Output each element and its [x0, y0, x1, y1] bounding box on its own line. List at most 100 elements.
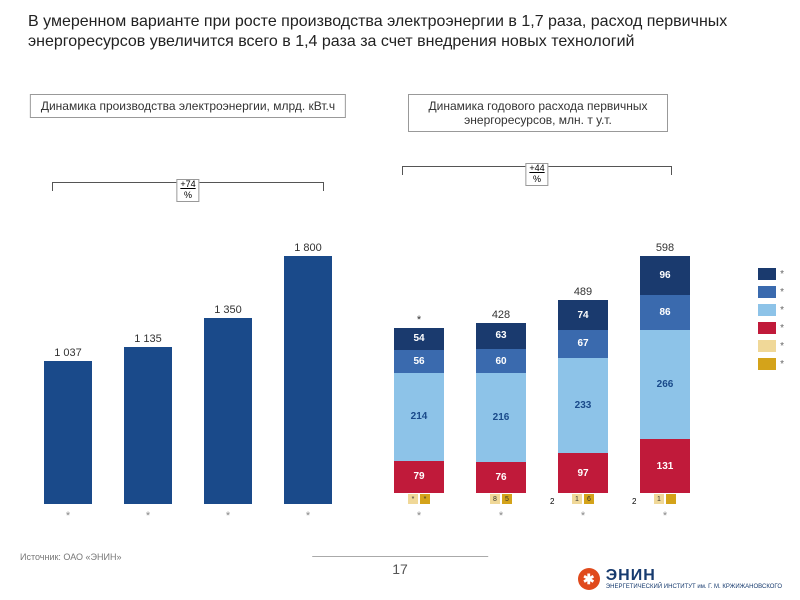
legend-item: *	[758, 304, 784, 316]
logo-text: ЭНИН ЭНЕРГЕТИЧЕСКИЙ ИНСТИТУТ им. Г. М. К…	[606, 568, 782, 590]
right-xticks: * * * *	[378, 510, 706, 522]
stack-segment: 131	[640, 439, 690, 493]
legend-swatch	[758, 304, 776, 316]
logo: ✱ ЭНИН ЭНЕРГЕТИЧЕСКИЙ ИНСТИТУТ им. Г. М.…	[578, 568, 782, 590]
legend-label: *	[780, 305, 784, 316]
logo-mark-icon: ✱	[578, 568, 600, 590]
bar-column: 1 350	[204, 304, 252, 504]
stack-total-label: 428	[492, 309, 510, 321]
left-xticks: * * * *	[28, 510, 348, 522]
stack-segment: 214	[394, 373, 444, 461]
legend-item: *	[758, 286, 784, 298]
stack-segment: 67	[558, 330, 608, 357]
stacked-bar: 636021676	[476, 323, 526, 493]
stack-segment: 97	[558, 453, 608, 493]
small-cubes: **	[408, 494, 430, 504]
small-cubes: 85	[490, 494, 512, 504]
left-bracket: +74%	[52, 182, 324, 200]
legend-swatch	[758, 340, 776, 352]
small-cubes: 16	[572, 494, 594, 504]
small-cubes: 1	[654, 494, 676, 504]
bar	[44, 361, 92, 504]
small-cube: 1	[572, 494, 582, 504]
right-chart-title: Динамика годового расхода первичных энер…	[408, 94, 668, 132]
bar-value-label: 1 135	[134, 333, 162, 345]
right-bracket-label: +44%	[525, 163, 548, 186]
right-bars: *545621479**4286360216768548974672339716…	[378, 242, 706, 504]
small-cube: 6	[584, 494, 594, 504]
stack-segment: 54	[394, 328, 444, 350]
stack-total-label: 598	[656, 242, 674, 254]
bar	[204, 318, 252, 504]
legend-label: *	[780, 269, 784, 280]
stack-segment: 74	[558, 300, 608, 330]
xtick: *	[581, 510, 585, 522]
left-bracket-label: +74%	[176, 179, 199, 202]
xtick: *	[226, 510, 230, 522]
stack-segment: 76	[476, 462, 526, 493]
left-chart-title: Динамика производства электроэнергии, мл…	[30, 94, 346, 118]
xtick: *	[66, 510, 70, 522]
stack-segment: 96	[640, 256, 690, 295]
xtick: *	[417, 510, 421, 522]
stacked-bar: 9686266131	[640, 256, 690, 493]
legend-item: *	[758, 340, 784, 352]
stacked-bar-column: 489746723397162	[558, 286, 608, 504]
legend-label: *	[780, 323, 784, 334]
xtick: *	[663, 510, 667, 522]
left-plot-area: +74% 1 037 1 135 1 350 1 800 * * * *	[18, 144, 358, 524]
legend-label: *	[780, 359, 784, 370]
legend-swatch	[758, 268, 776, 280]
right-plot-area: +44% *545621479**42863602167685489746723…	[368, 144, 782, 524]
stack-segment: 56	[394, 350, 444, 373]
small-cube: 5	[502, 494, 512, 504]
bar	[284, 256, 332, 504]
bar-value-label: 1 037	[54, 347, 82, 359]
small-cube: 1	[654, 494, 664, 504]
left-bars: 1 037 1 135 1 350 1 800	[28, 242, 348, 504]
bar-column: 1 800	[284, 242, 332, 504]
page-number: 17	[312, 556, 488, 577]
legend-swatch	[758, 322, 776, 334]
stacked-bar: 746723397	[558, 300, 608, 493]
charts-row: Динамика производства электроэнергии, мл…	[18, 94, 782, 524]
stacked-bar-column: 598968626613112	[640, 242, 690, 504]
stack-total-label: *	[417, 314, 421, 326]
stack-segment: 86	[640, 295, 690, 330]
stack-segment: 266	[640, 330, 690, 439]
small-cube: *	[408, 494, 418, 504]
cube-prefix: 2	[550, 497, 554, 506]
source-text: Источник: ОАО «ЭНИН»	[20, 552, 121, 562]
stack-segment: 63	[476, 323, 526, 349]
left-chart-panel: Динамика производства электроэнергии, мл…	[18, 94, 358, 524]
legend-swatch	[758, 286, 776, 298]
stacked-bar-column: *545621479**	[394, 314, 444, 504]
legend-item: *	[758, 268, 784, 280]
legend: * * * * * *	[758, 268, 784, 370]
headline: В умеренном варианте при росте производс…	[28, 12, 772, 52]
xtick: *	[499, 510, 503, 522]
bar-value-label: 1 350	[214, 304, 242, 316]
stack-segment: 79	[394, 461, 444, 493]
right-chart-panel: Динамика годового расхода первичных энер…	[368, 94, 782, 524]
cube-prefix: 2	[632, 497, 636, 506]
stacked-bar: 545621479	[394, 328, 444, 493]
small-cube: *	[420, 494, 430, 504]
legend-label: *	[780, 287, 784, 298]
legend-swatch	[758, 358, 776, 370]
right-bracket: +44%	[402, 166, 672, 184]
legend-item: *	[758, 322, 784, 334]
stacked-bar-column: 428 63602167685	[476, 309, 526, 504]
stack-segment: 216	[476, 373, 526, 462]
legend-label: *	[780, 341, 784, 352]
small-cube: 8	[490, 494, 500, 504]
bar	[124, 347, 172, 504]
xtick: *	[146, 510, 150, 522]
xtick: *	[306, 510, 310, 522]
stack-segment: 233	[558, 358, 608, 454]
stack-total-label: 489	[574, 286, 592, 298]
footer: Источник: ОАО «ЭНИН» 17 ✱ ЭНИН ЭНЕРГЕТИЧ…	[0, 550, 800, 594]
bar-value-label: 1 800	[294, 242, 322, 254]
stack-segment: 60	[476, 349, 526, 374]
bar-column: 1 037	[44, 347, 92, 504]
